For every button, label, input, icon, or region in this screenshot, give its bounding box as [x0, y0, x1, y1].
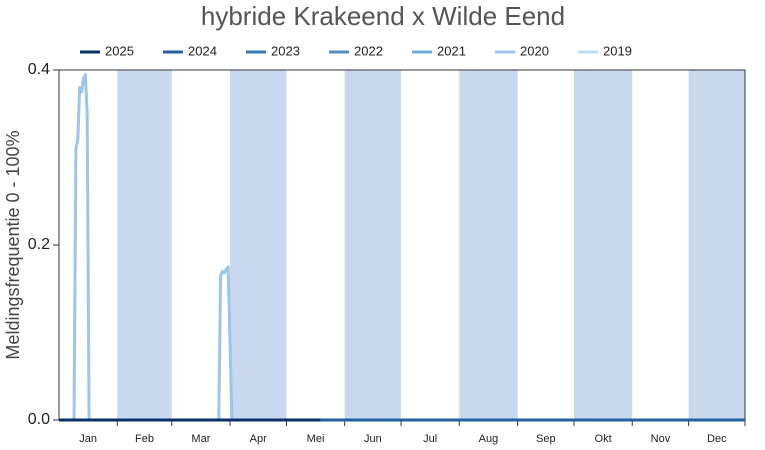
legend-label: 2025	[105, 43, 134, 58]
x-tick-label: Jun	[364, 433, 382, 445]
y-tick-label: 0.0	[28, 411, 50, 428]
month-band	[688, 70, 745, 420]
x-tick-label: Dec	[707, 433, 727, 445]
x-tick-label: Sep	[536, 433, 556, 445]
x-tick-label: Jul	[423, 433, 437, 445]
legend-label: 2021	[437, 43, 466, 58]
x-tick-label: Feb	[135, 433, 154, 445]
legend-label: 2020	[520, 43, 549, 58]
x-tick-label: Jan	[79, 433, 97, 445]
legend-label: 2019	[603, 43, 632, 58]
month-band	[459, 70, 518, 420]
y-axis-label: Meldingsfrequentie 0 - 100%	[3, 130, 23, 359]
x-tick-label: Mar	[191, 433, 210, 445]
month-band	[230, 70, 287, 420]
legend-label: 2022	[354, 43, 383, 58]
x-tick-label: Nov	[651, 433, 671, 445]
x-tick-label: Mei	[307, 433, 325, 445]
month-band	[344, 70, 402, 420]
chart-title: hybride Krakeend x Wilde Eend	[201, 1, 565, 31]
month-band	[573, 70, 633, 420]
y-tick-label: 0.4	[28, 61, 50, 78]
y-tick-label: 0.2	[28, 236, 50, 253]
legend-label: 2024	[188, 43, 217, 58]
legend-label: 2023	[271, 43, 300, 58]
x-tick-label: Apr	[250, 433, 267, 445]
month-band	[117, 70, 172, 420]
x-tick-label: Okt	[595, 433, 612, 445]
x-tick-label: Aug	[479, 433, 499, 445]
